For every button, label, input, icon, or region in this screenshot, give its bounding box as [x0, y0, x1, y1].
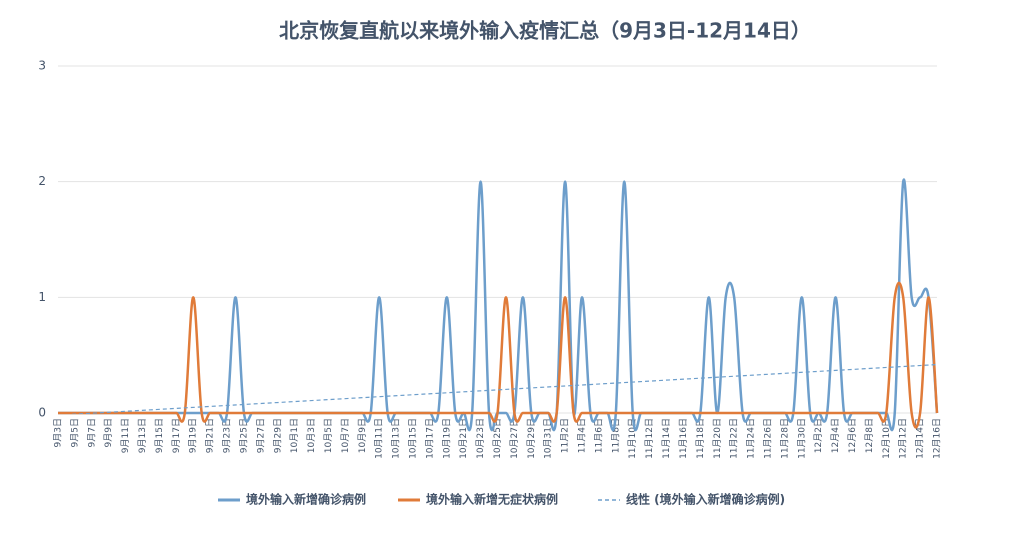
x-tick-label: 10月9日	[357, 418, 368, 453]
legend-label: 线性 (境外输入新增确诊病例)	[626, 492, 785, 507]
x-tick-label: 12月10日	[881, 418, 892, 459]
x-tick-label: 12月14日	[915, 418, 926, 459]
x-tick-label: 11月22日	[729, 418, 740, 459]
x-tick-label: 11月12日	[644, 418, 655, 459]
x-tick-label: 10月3日	[306, 418, 317, 453]
x-tick-label: 9月5日	[69, 418, 80, 447]
x-tick-label: 11月4日	[577, 418, 588, 453]
x-tick-label: 10月15日	[407, 418, 418, 459]
x-tick-label: 10月11日	[374, 418, 385, 459]
x-tick-label: 11月18日	[695, 418, 706, 459]
x-tick-label: 9月29日	[272, 418, 283, 453]
x-tick-label: 12月16日	[932, 418, 943, 459]
x-tick-label: 11月30日	[796, 418, 807, 459]
x-tick-label: 9月25日	[238, 418, 249, 453]
legend-label: 境外输入新增确诊病例	[246, 492, 366, 507]
x-tick-label: 11月2日	[560, 418, 571, 453]
x-tick-label: 12月4日	[830, 418, 841, 453]
y-tick-label: 1	[38, 290, 46, 304]
x-tick-label: 9月7日	[86, 418, 97, 447]
x-tick-label: 11月20日	[712, 418, 723, 459]
x-tick-label: 11月8日	[610, 418, 621, 453]
x-tick-label: 10月29日	[526, 418, 537, 459]
x-tick-label: 10月21日	[458, 418, 469, 459]
y-tick-label: 3	[38, 59, 46, 73]
x-tick-label: 9月23日	[222, 418, 233, 453]
chart-title: 北京恢复直航以来境外输入疫情汇总（9月3日-12月14日）	[279, 19, 811, 43]
x-tick-label: 9月17日	[171, 418, 182, 453]
x-tick-label: 12月8日	[864, 418, 875, 453]
x-tick-label: 10月17日	[424, 418, 435, 459]
x-tick-label: 9月21日	[205, 418, 216, 453]
x-tick-label: 10月27日	[509, 418, 520, 459]
x-tick-label: 11月10日	[627, 418, 638, 459]
x-tick-label: 9月9日	[103, 418, 114, 447]
series-line	[57, 178, 939, 432]
x-tick-label: 11月28日	[779, 418, 790, 459]
x-tick-label: 12月12日	[898, 418, 909, 459]
x-tick-label: 11月14日	[661, 418, 672, 459]
x-tick-label: 11月16日	[678, 418, 689, 459]
series-line	[57, 281, 939, 429]
x-tick-label: 10月7日	[340, 418, 351, 453]
x-tick-label: 12月2日	[813, 418, 824, 453]
x-tick-label: 9月27日	[255, 418, 266, 453]
x-tick-label: 10月19日	[441, 418, 452, 459]
x-tick-label: 9月19日	[188, 418, 199, 453]
x-tick-label: 10月23日	[475, 418, 486, 459]
x-tick-label: 12月6日	[847, 418, 858, 453]
x-tick-label: 9月11日	[120, 418, 131, 453]
y-tick-label: 0	[38, 406, 46, 420]
x-tick-label: 9月15日	[154, 418, 165, 453]
x-tick-label: 11月26日	[762, 418, 773, 459]
x-tick-label: 10月31日	[543, 418, 554, 459]
legend-label: 境外输入新增无症状病例	[426, 492, 558, 507]
x-tick-label: 11月6日	[593, 418, 604, 453]
x-tick-label: 9月13日	[137, 418, 148, 453]
x-tick-label: 10月1日	[289, 418, 300, 453]
y-tick-label: 2	[38, 174, 46, 188]
x-tick-label: 11月24日	[746, 418, 757, 459]
x-tick-label: 10月13日	[391, 418, 402, 459]
x-tick-label: 10月25日	[492, 418, 503, 459]
x-tick-label: 9月3日	[53, 418, 64, 447]
x-tick-label: 10月5日	[323, 418, 334, 453]
